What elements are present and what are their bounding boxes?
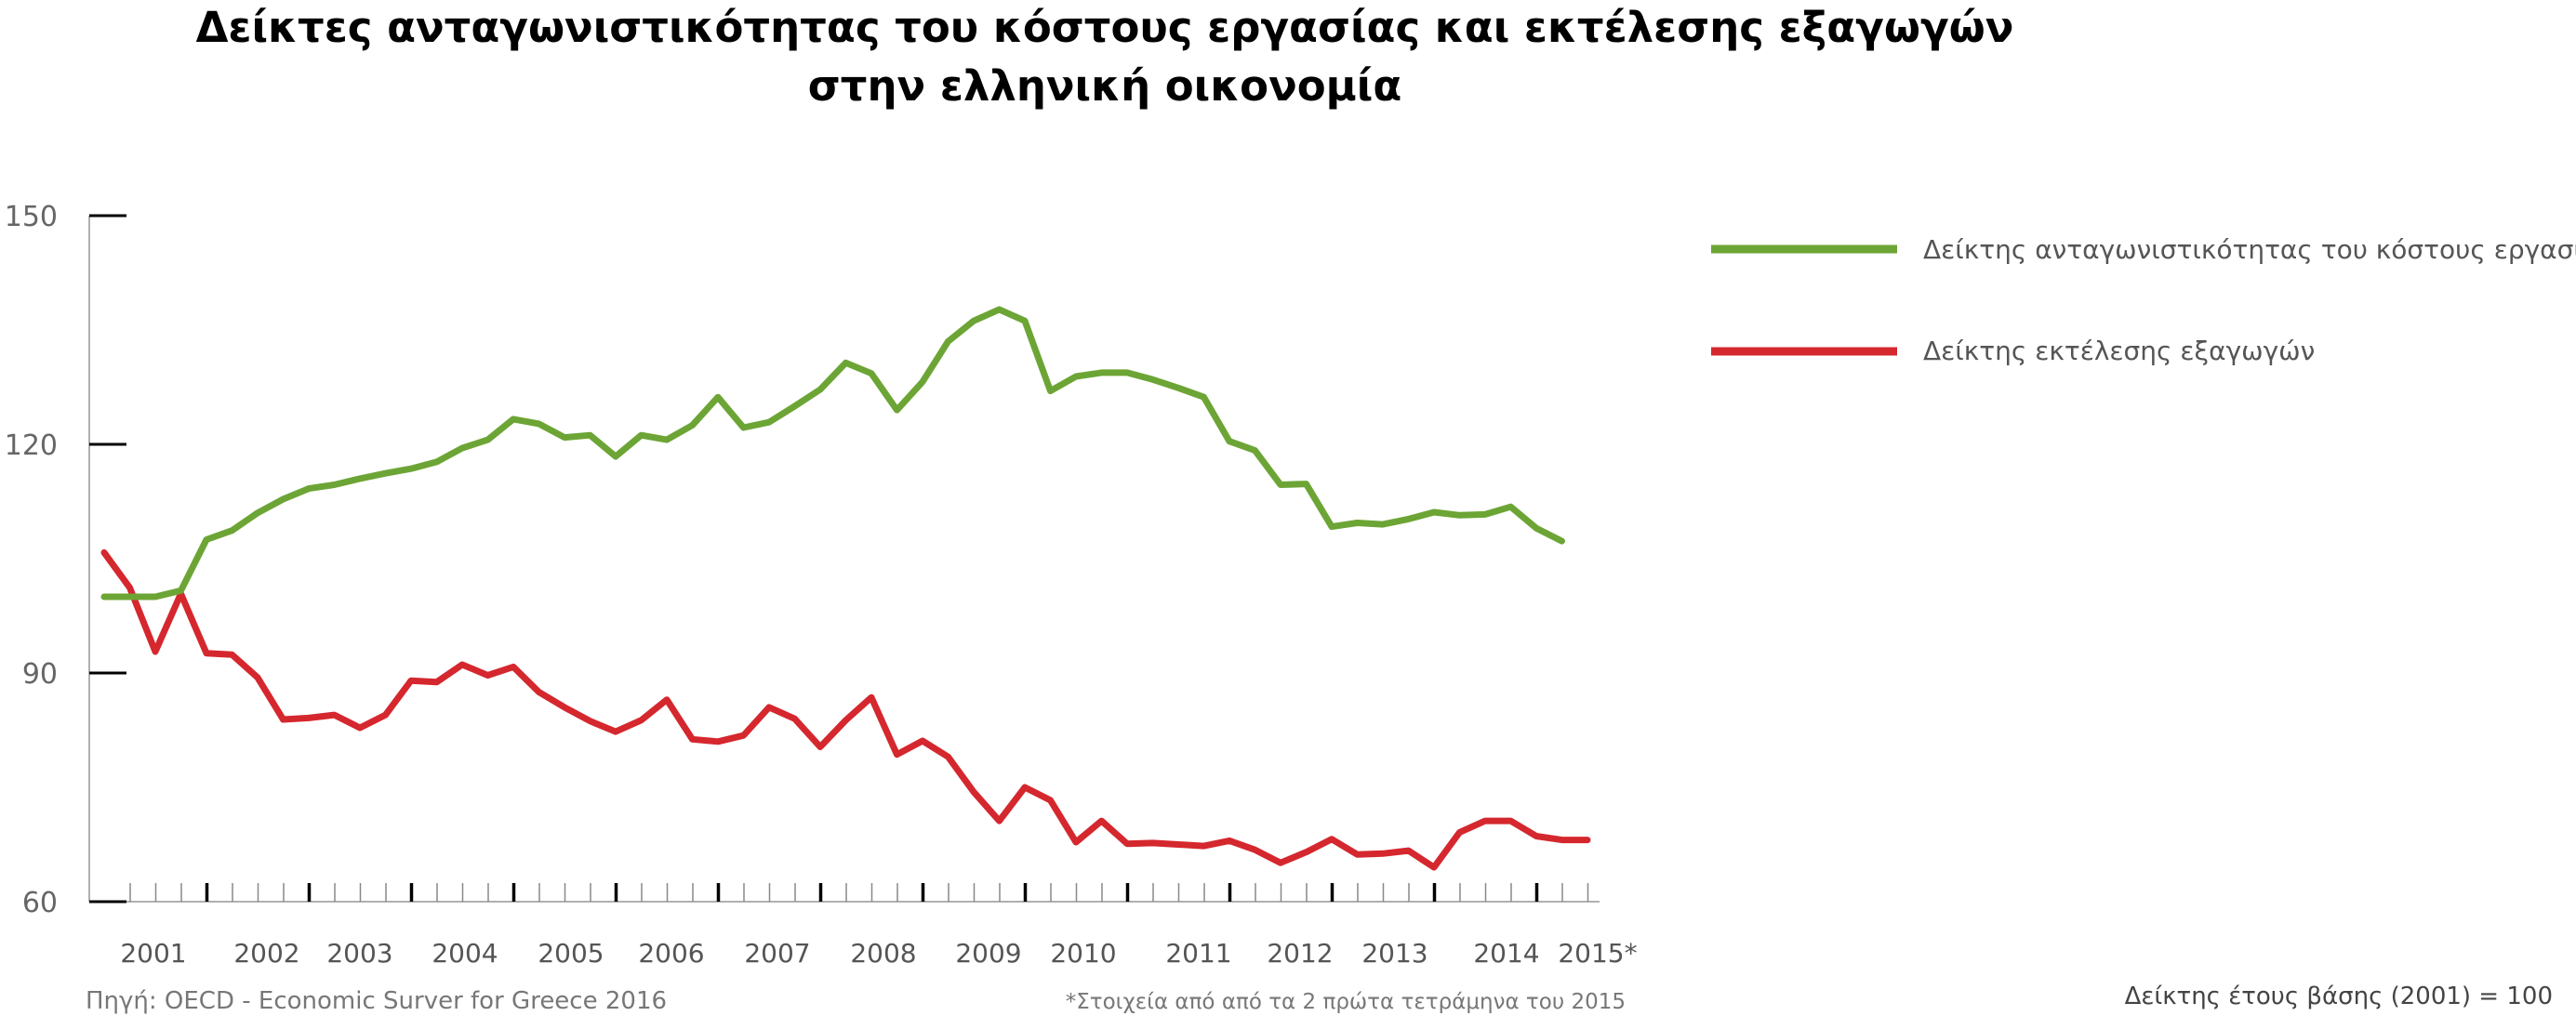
y-ticks: 150 120 90 60	[5, 201, 126, 919]
legend-label-labor-cost: Δείκτης ανταγωνιστικότητας του κόστους ε…	[1923, 234, 2576, 265]
y-tick-label: 150	[5, 201, 58, 233]
source-note: Πηγή: OECD - Economic Surver for Greece …	[86, 987, 667, 1015]
x-tick-label: 2003	[326, 938, 392, 969]
x-tick-label: 2014	[1473, 938, 1539, 969]
legend: Δείκτης ανταγωνιστικότητας του κόστους ε…	[1711, 234, 2576, 366]
y-tick-label: 90	[22, 658, 58, 691]
x-tick-label: 2005	[538, 938, 604, 969]
x-tick-label: 2008	[850, 938, 916, 969]
x-tick-label: 2011	[1165, 938, 1231, 969]
x-tick-label: 2006	[638, 938, 704, 969]
legend-label-export-performance: Δείκτης εκτέλεσης εξαγωγών	[1923, 336, 2315, 366]
series-line-labor-cost	[100, 306, 1565, 600]
series-lines	[100, 306, 1591, 871]
x-tick-label: 2004	[432, 938, 498, 969]
y-tick-label: 120	[5, 429, 58, 462]
x-tick-label: 2012	[1267, 938, 1333, 969]
base-year-note: Δείκτης έτους βάσης (2001) = 100	[2125, 983, 2553, 1010]
y-tick-label: 60	[22, 887, 58, 919]
x-tick-label: 2013	[1361, 938, 1427, 969]
x-tick-label: 2010	[1050, 938, 1116, 969]
x-tick-label: 2007	[744, 938, 810, 969]
x-tick-labels: 2001 2002 2003 2004 2005 2006 2007 2008 2009 2010…	[120, 938, 1637, 969]
axes	[88, 216, 1600, 903]
x-ticks	[129, 883, 1589, 902]
chart-subtitle: στην ελληνική οικονομία	[808, 61, 1401, 111]
x-tick-label: 2009	[955, 938, 1021, 969]
x-tick-label: 2015*	[1558, 938, 1637, 969]
chart-title: Δείκτες ανταγωνιστικότητας του κόστους ε…	[196, 3, 2014, 52]
x-tick-label: 2002	[233, 938, 299, 969]
footnote: *Στοιχεία από από τα 2 πρώτα τετράμηνα τ…	[1066, 990, 1626, 1014]
series-line-export-performance	[100, 548, 1591, 871]
x-tick-label: 2001	[120, 938, 186, 969]
